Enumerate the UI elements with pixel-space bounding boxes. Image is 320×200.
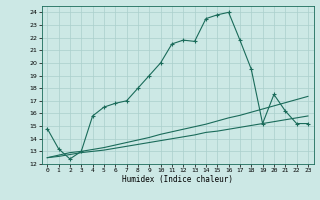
X-axis label: Humidex (Indice chaleur): Humidex (Indice chaleur)	[122, 175, 233, 184]
